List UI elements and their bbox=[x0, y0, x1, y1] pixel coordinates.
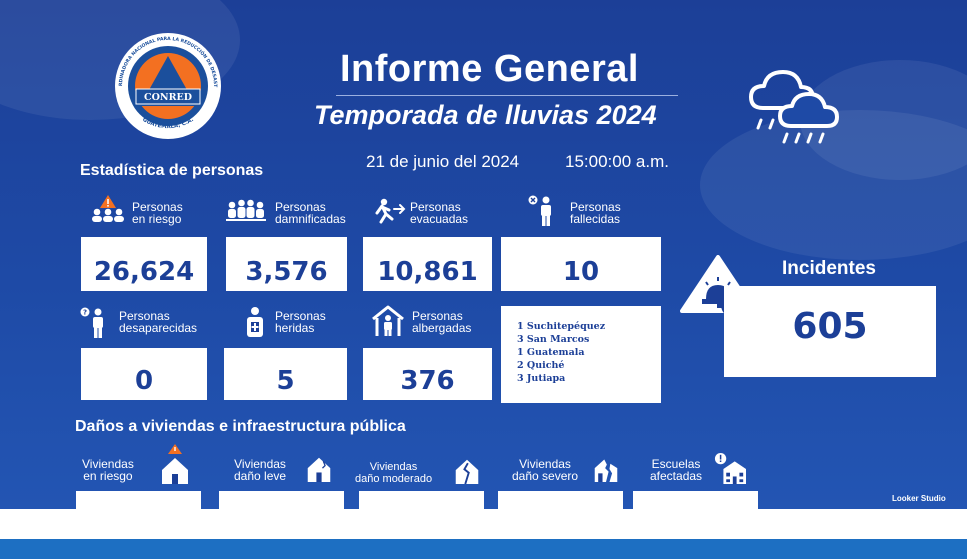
stat-label-damnificadas: Personas damnificadas bbox=[275, 200, 346, 226]
stat-label-desaparecidas: Personas desaparecidas bbox=[119, 309, 198, 335]
background-cloud-shape bbox=[700, 110, 967, 260]
stat-value-fallecidas: 10 bbox=[562, 257, 600, 287]
injured-person-icon bbox=[247, 307, 263, 337]
vivienda-label-en-riesgo: Viviendas en riesgo bbox=[82, 457, 134, 483]
report-subtitle: Temporada de lluvias 2024 bbox=[314, 100, 657, 130]
stat-label-fallecidas: Personas fallecidas bbox=[570, 200, 621, 226]
vivienda-card-dano-severo[interactable] bbox=[498, 491, 623, 509]
house-severe-damage-icon bbox=[594, 459, 618, 482]
house-moderate-damage-icon bbox=[455, 459, 479, 484]
vivienda-card-dano-moderado[interactable] bbox=[359, 491, 484, 509]
incidentes-title: Incidentes bbox=[782, 258, 876, 279]
stat-value-desaparecidas: 0 bbox=[134, 366, 154, 396]
school-icon bbox=[714, 452, 746, 484]
shelter-icon bbox=[372, 305, 404, 336]
stat-card-evacuadas[interactable]: 10,861 bbox=[363, 237, 492, 291]
incidentes-value: 605 bbox=[792, 306, 868, 347]
stat-card-en-riesgo[interactable]: 26,624 bbox=[81, 237, 207, 291]
house-minor-damage-icon bbox=[307, 457, 331, 482]
stat-card-damnificadas[interactable]: 3,576 bbox=[226, 237, 347, 291]
svg-text:?: ? bbox=[83, 309, 87, 317]
list-item: 3 Jutiapa bbox=[517, 373, 566, 384]
logo-name: CONRED bbox=[144, 92, 192, 103]
stat-card-heridas[interactable]: 5 bbox=[224, 348, 347, 400]
stat-label-en-riesgo: Personas en riesgo bbox=[132, 200, 183, 226]
stat-card-fallecidas[interactable]: 10 bbox=[501, 237, 661, 291]
stat-label-heridas: Personas heridas bbox=[275, 309, 326, 335]
stat-value-damnificadas: 3,576 bbox=[245, 257, 328, 287]
escuelas-card-afectadas[interactable] bbox=[633, 491, 758, 509]
list-item: 3 San Marcos bbox=[517, 334, 590, 345]
conred-logo: CONRED COORDINADORA NACIONAL PARA LA RED… bbox=[108, 28, 221, 139]
stat-value-heridas: 5 bbox=[276, 366, 295, 396]
running-person-icon bbox=[375, 198, 406, 224]
stat-card-desaparecidas[interactable]: 0 bbox=[81, 348, 207, 400]
fallecidas-detail-list: 1 Suchitepéquez 3 San Marcos 1 Guatemala… bbox=[517, 320, 605, 385]
stat-value-en-riesgo: 26,624 bbox=[93, 257, 195, 287]
vivienda-label-dano-leve: Viviendas daño leve bbox=[234, 457, 287, 483]
section-title-viviendas: Daños a viviendas e infraestructura públ… bbox=[75, 418, 406, 435]
vivienda-label-dano-moderado: Viviendas daño moderado bbox=[355, 461, 433, 485]
stat-value-evacuadas: 10,861 bbox=[377, 257, 478, 287]
report-time: 15:00:00 a.m. bbox=[565, 152, 669, 171]
list-item: 1 Guatemala bbox=[517, 347, 585, 358]
stat-label-albergadas: Personas albergadas bbox=[412, 309, 472, 335]
report-date: 21 de junio del 2024 bbox=[366, 152, 520, 171]
fallecidas-detail-card[interactable]: 1 Suchitepéquez 3 San Marcos 1 Guatemala… bbox=[501, 306, 661, 403]
stat-card-albergadas[interactable]: 376 bbox=[363, 348, 492, 400]
looker-studio-watermark: Looker Studio bbox=[892, 494, 946, 503]
section-title-personas: Estadística de personas bbox=[80, 162, 264, 179]
title-divider bbox=[336, 95, 678, 96]
list-item: 2 Quiché bbox=[517, 360, 565, 371]
vivienda-card-dano-leve[interactable] bbox=[219, 491, 344, 509]
group-people-icon bbox=[226, 199, 266, 221]
incidentes-card[interactable]: 605 bbox=[724, 286, 936, 377]
missing-person-icon: ? bbox=[80, 307, 103, 338]
stat-label-evacuadas: Personas evacuadas bbox=[410, 200, 469, 226]
stat-value-albergadas: 376 bbox=[400, 366, 455, 396]
escuelas-label-afectadas: Escuelas afectadas bbox=[650, 457, 703, 483]
deceased-person-icon bbox=[528, 195, 551, 226]
report-panel: CONRED COORDINADORA NACIONAL PARA LA RED… bbox=[0, 0, 967, 509]
list-item: 1 Suchitepéquez bbox=[517, 321, 606, 332]
people-at-risk-icon bbox=[92, 195, 124, 222]
rain-cloud-icon bbox=[749, 70, 839, 144]
bottom-bar bbox=[0, 539, 967, 559]
vivienda-label-dano-severo: Viviendas daño severo bbox=[512, 457, 579, 483]
house-warning-icon bbox=[162, 444, 188, 484]
report-title: Informe General bbox=[340, 48, 639, 90]
vivienda-card-en-riesgo[interactable] bbox=[76, 491, 201, 509]
